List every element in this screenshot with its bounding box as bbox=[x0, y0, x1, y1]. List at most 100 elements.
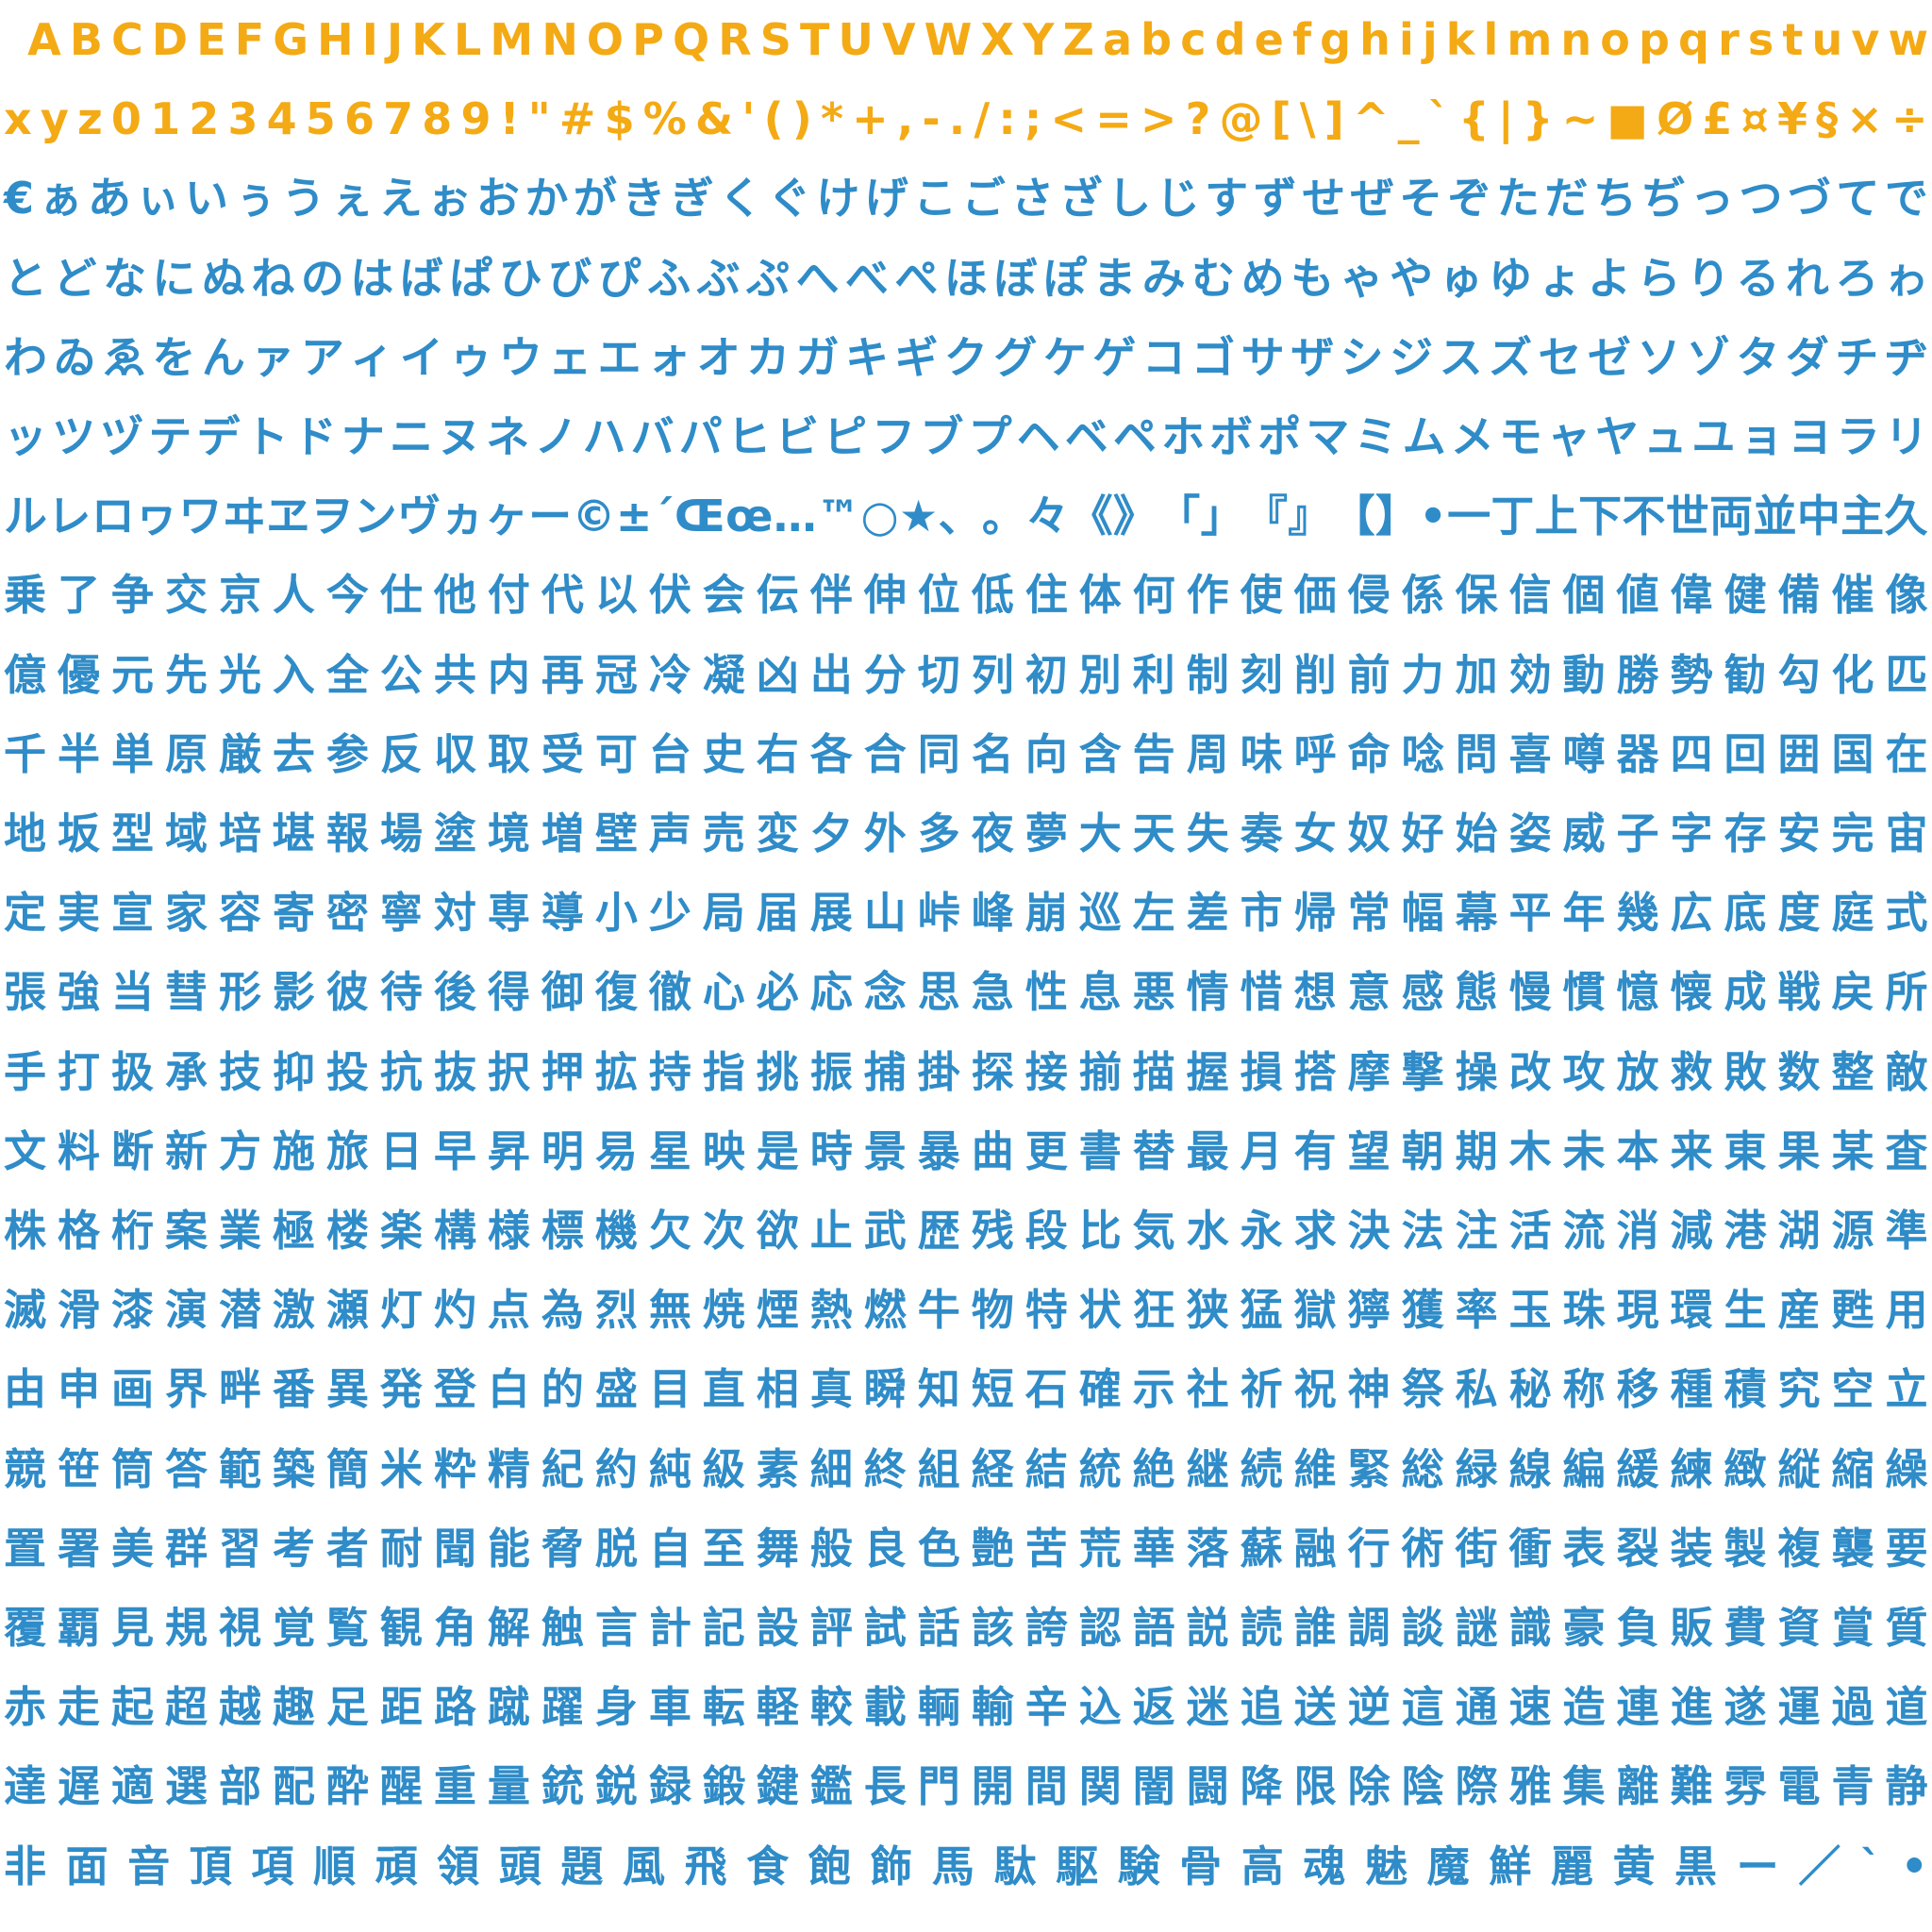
glyph: 体 bbox=[1078, 570, 1122, 621]
glyph: 争 bbox=[110, 570, 154, 621]
glyph: ぬ bbox=[201, 252, 245, 304]
glyph: 覇 bbox=[57, 1603, 100, 1653]
glyph: 文 bbox=[4, 1125, 47, 1176]
glyph: サ bbox=[1241, 331, 1285, 383]
glyph: ぼ bbox=[993, 252, 1038, 304]
glyph: 国 bbox=[1831, 728, 1874, 779]
glyph: 量 bbox=[487, 1761, 530, 1812]
glyph: 張 bbox=[4, 967, 47, 1018]
glyph: べ bbox=[844, 252, 889, 304]
glyph: 項 bbox=[251, 1840, 294, 1891]
glyph: a bbox=[1102, 14, 1133, 65]
glyph: 切 bbox=[917, 649, 960, 700]
glyph: ワ bbox=[178, 491, 223, 542]
glyph: 登 bbox=[433, 1364, 476, 1415]
glyph: 形 bbox=[218, 967, 261, 1018]
glyph: メ bbox=[1450, 411, 1494, 462]
glyph: 示 bbox=[1132, 1364, 1175, 1415]
glyph: 落 bbox=[1186, 1523, 1229, 1574]
glyph: 状 bbox=[1078, 1285, 1122, 1336]
glyph: 重 bbox=[433, 1761, 476, 1812]
glyph: 女 bbox=[1293, 808, 1337, 858]
glyph: 演 bbox=[164, 1285, 208, 1336]
glyph: ) bbox=[791, 93, 812, 145]
glyph: 味 bbox=[1240, 728, 1283, 779]
glyph: 滑 bbox=[57, 1285, 100, 1336]
glyph: 飽 bbox=[808, 1840, 851, 1891]
glyph: ヂ bbox=[1884, 331, 1928, 383]
glyph: 冷 bbox=[648, 649, 691, 700]
glyph: 桁 bbox=[110, 1206, 154, 1256]
glyph: 左 bbox=[1132, 888, 1175, 939]
glyph: 果 bbox=[1777, 1125, 1821, 1176]
glyph: 施 bbox=[272, 1125, 315, 1176]
glyph: ブ bbox=[920, 411, 964, 462]
glyph: 灯 bbox=[379, 1285, 423, 1336]
glyph: 験 bbox=[1117, 1840, 1160, 1891]
glyph: 何 bbox=[1132, 570, 1175, 621]
glyph: 武 bbox=[863, 1206, 907, 1256]
glyph: 路 bbox=[433, 1682, 476, 1733]
glyph: ダ bbox=[1785, 331, 1829, 383]
glyph: 覆 bbox=[4, 1603, 47, 1653]
glyph: 統 bbox=[1078, 1443, 1122, 1494]
glyph: ボ bbox=[1209, 411, 1254, 462]
glyph: 息 bbox=[1078, 967, 1122, 1018]
glyph: グ bbox=[993, 331, 1038, 383]
glyph: が bbox=[573, 173, 617, 225]
glyph: 案 bbox=[164, 1206, 208, 1256]
glyph: 久 bbox=[1884, 491, 1928, 542]
glyph: 簡 bbox=[325, 1443, 369, 1494]
glyph: 社 bbox=[1186, 1364, 1229, 1415]
glyph: 触 bbox=[541, 1603, 584, 1653]
glyph bbox=[4, 0, 19, 79]
glyph: 小 bbox=[594, 888, 638, 939]
glyph: 達 bbox=[4, 1761, 47, 1812]
glyph: て bbox=[1836, 173, 1880, 225]
glyph: 奏 bbox=[1240, 808, 1283, 858]
glyph: 放 bbox=[1616, 1046, 1659, 1097]
glyph: 報 bbox=[325, 808, 369, 858]
glyph: 緻 bbox=[1724, 1443, 1767, 1494]
glyph: 投 bbox=[325, 1046, 369, 1097]
glyph: … bbox=[773, 491, 817, 542]
glyph: 念 bbox=[863, 967, 907, 1018]
glyph: ゾ bbox=[1686, 331, 1730, 383]
glyph: 【 bbox=[1331, 491, 1375, 542]
glyph: 命 bbox=[1347, 728, 1391, 779]
glyph: の bbox=[300, 252, 344, 304]
glyph: 後 bbox=[433, 967, 476, 1018]
glyph: 是 bbox=[756, 1125, 799, 1176]
glyph: 視 bbox=[218, 1603, 261, 1653]
glyph: ( bbox=[763, 93, 784, 145]
glyph: 静 bbox=[1885, 1761, 1928, 1812]
glyph: 過 bbox=[1831, 1682, 1874, 1733]
glyph: 範 bbox=[218, 1443, 261, 1494]
glyph: 録 bbox=[648, 1761, 691, 1812]
glyph: 常 bbox=[1347, 888, 1391, 939]
glyph: 種 bbox=[1670, 1364, 1713, 1415]
glyph: ゑ bbox=[102, 331, 146, 383]
glyph: ガ bbox=[795, 331, 840, 383]
glyph: 順 bbox=[312, 1840, 356, 1891]
glyph: 本 bbox=[1616, 1125, 1659, 1176]
glyph: ヴ bbox=[397, 491, 441, 542]
glyph: 」 bbox=[1200, 491, 1244, 542]
glyph: ` bbox=[1859, 1840, 1882, 1891]
glyph: 式 bbox=[1885, 888, 1928, 939]
glyph: 色 bbox=[917, 1523, 960, 1574]
glyph: 待 bbox=[379, 967, 423, 1018]
glyph-row-10: 千半単原厳去参反収取受可台史右各合同名向含告周味呼命唸問喜噂器四回囲国在 bbox=[4, 715, 1928, 794]
glyph: 早 bbox=[433, 1125, 476, 1176]
glyph: 器 bbox=[1616, 728, 1659, 779]
glyph: ね bbox=[251, 252, 295, 304]
glyph: 申 bbox=[57, 1364, 100, 1415]
glyph: 中 bbox=[1796, 491, 1840, 542]
glyph: 源 bbox=[1831, 1206, 1874, 1256]
glyph: っ bbox=[1690, 173, 1734, 225]
glyph: 導 bbox=[541, 888, 584, 939]
glyph: 言 bbox=[594, 1603, 638, 1653]
glyph: R bbox=[718, 14, 752, 65]
glyph: ] bbox=[1324, 93, 1344, 145]
